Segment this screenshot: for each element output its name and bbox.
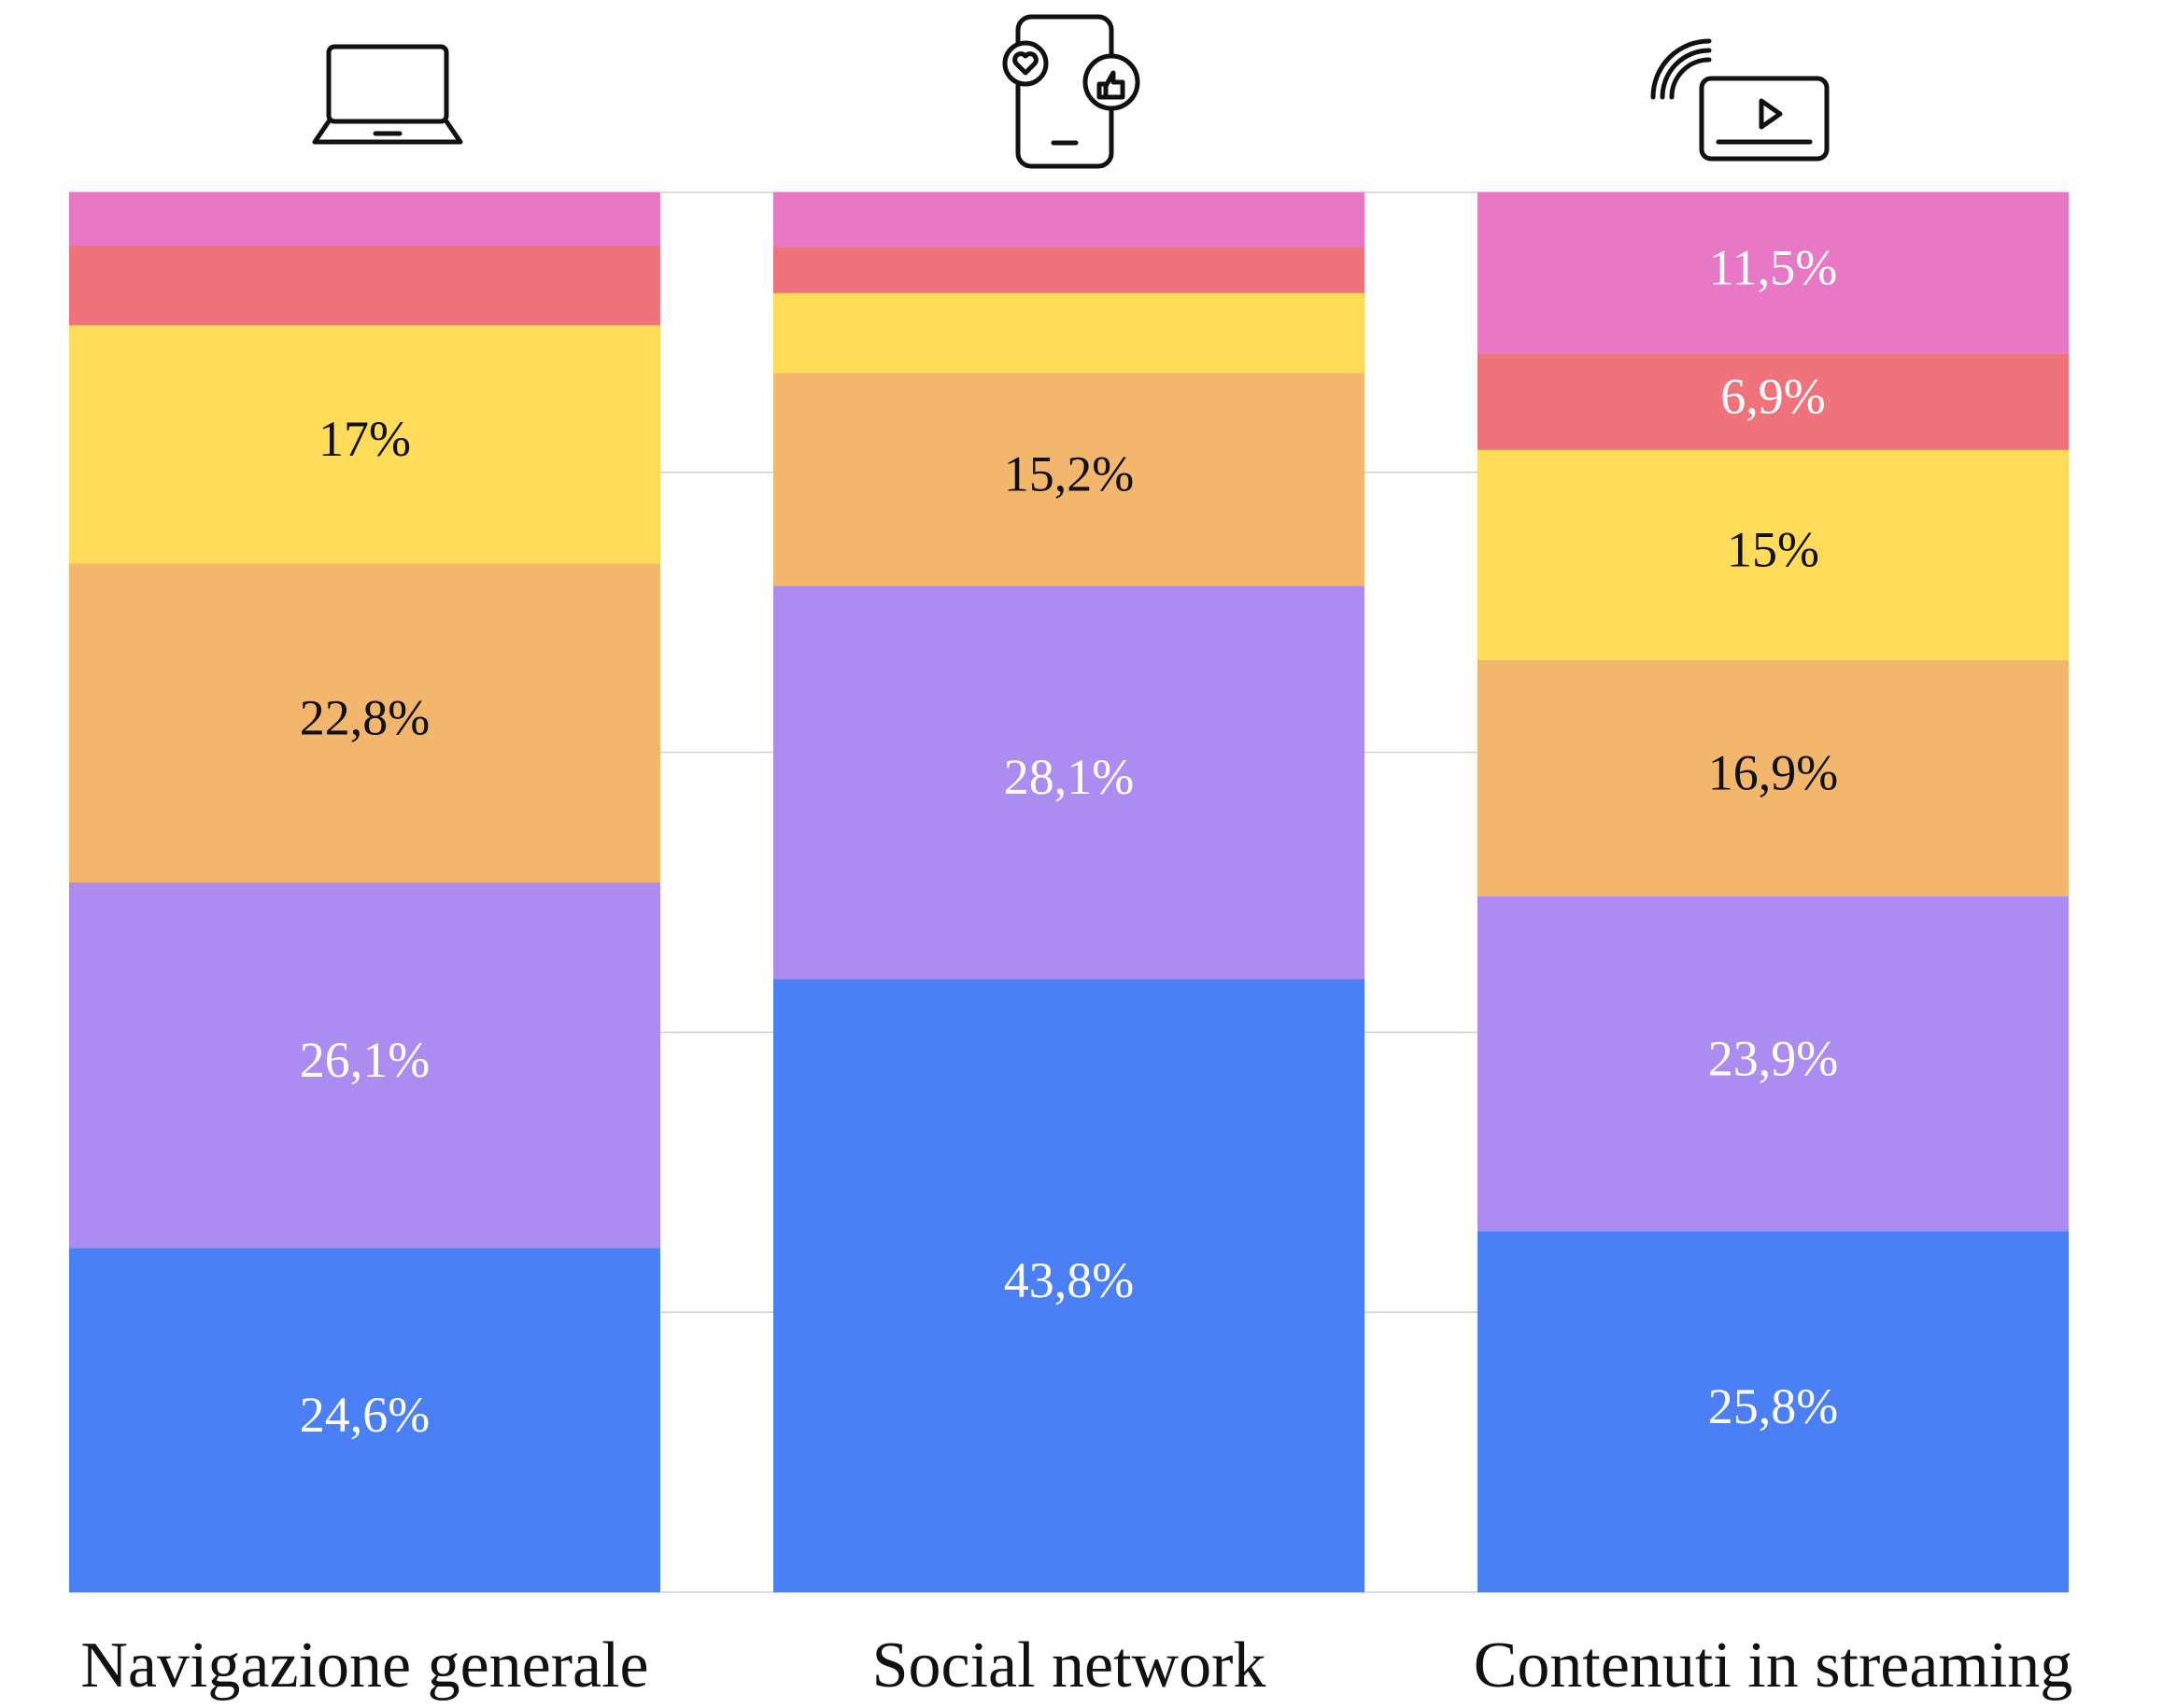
value-label: 43,8% xyxy=(1004,1252,1134,1308)
value-label: 26,1% xyxy=(300,1032,430,1088)
phone-icon xyxy=(1002,14,1140,169)
bar-segment xyxy=(69,245,660,326)
bar-segment xyxy=(773,586,1364,980)
bar-segment xyxy=(69,325,660,564)
bar-segment xyxy=(1477,192,2069,354)
category-label: Navigazione generale xyxy=(80,1630,648,1701)
value-label: 15% xyxy=(1727,522,1819,578)
value-label: 28,1% xyxy=(1004,749,1134,805)
value-label: 23,9% xyxy=(1708,1031,1838,1087)
value-label: 24,6% xyxy=(300,1387,430,1443)
bar-segment xyxy=(1477,353,2069,450)
bar-segment xyxy=(1477,659,2069,896)
value-label: 15,2% xyxy=(1004,446,1134,502)
bar-segment xyxy=(69,192,660,246)
value-label: 11,5% xyxy=(1709,240,1837,296)
bar-segment xyxy=(773,979,1364,1592)
bar-segment xyxy=(69,1248,660,1592)
category-label: Social network xyxy=(872,1630,1266,1701)
laptop-icon xyxy=(312,44,463,145)
category-label: Contenuti in streaming xyxy=(1474,1630,2073,1701)
bar-segment xyxy=(69,882,660,1249)
value-label: 25,8% xyxy=(1708,1378,1838,1434)
bar-segment xyxy=(773,373,1364,586)
bar-segment xyxy=(1477,449,2069,660)
bar-segment xyxy=(773,247,1364,293)
bar-segment xyxy=(773,192,1364,247)
value-label: 6,9% xyxy=(1720,368,1825,424)
value-label: 22,8% xyxy=(300,690,430,746)
value-label: 17% xyxy=(318,411,411,467)
bar-segment xyxy=(1477,896,2069,1232)
bar-segment xyxy=(69,563,660,883)
bar-segment xyxy=(1477,1231,2069,1592)
bar-segment xyxy=(773,292,1364,374)
bars: 24,6% 26,1% 22,8% 17% 43,8% 28,1% 15,2% 25,8% 23… xyxy=(69,192,2069,1592)
value-label: 16,9% xyxy=(1708,745,1838,801)
streaming-icon xyxy=(1650,38,1830,162)
